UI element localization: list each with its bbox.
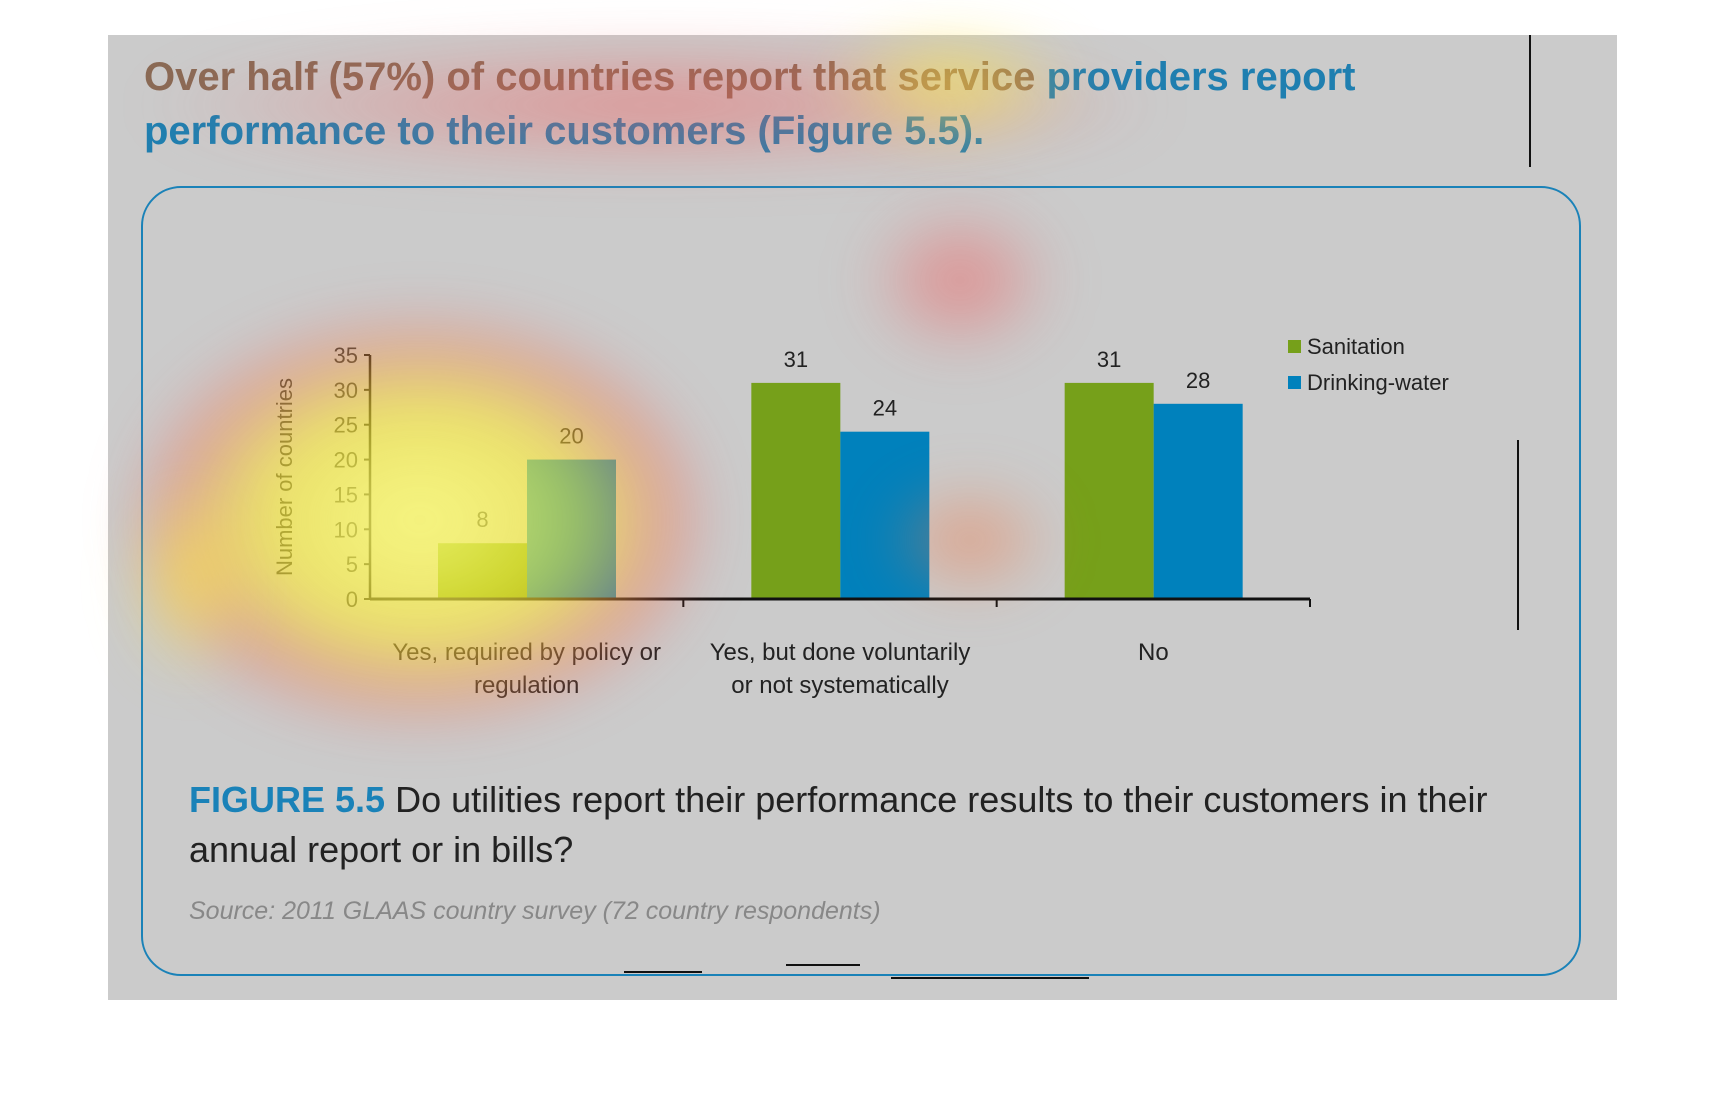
figure-caption-text: Do utilities report their performance re… bbox=[189, 779, 1488, 870]
bar-sanitation bbox=[751, 382, 841, 599]
y-tick-label: 20 bbox=[334, 448, 358, 473]
category-label: Yes, but done voluntarily bbox=[710, 639, 971, 666]
y-tick-label: 5 bbox=[346, 552, 358, 577]
category-label: No bbox=[1138, 639, 1169, 666]
data-label: 31 bbox=[784, 347, 808, 372]
figure-label: FIGURE 5.5 bbox=[189, 779, 386, 820]
y-tick-label: 0 bbox=[346, 587, 358, 612]
figure-caption: FIGURE 5.5 Do utilities report their per… bbox=[189, 775, 1559, 875]
bar-drinking-water bbox=[840, 431, 930, 599]
figure-source: Source: 2011 GLAAS country survey (72 co… bbox=[189, 897, 881, 925]
category-label: or not systematically bbox=[731, 672, 948, 699]
data-label: 31 bbox=[1097, 347, 1121, 372]
data-label: 20 bbox=[559, 424, 583, 449]
y-axis-label: Number of countries bbox=[272, 378, 297, 576]
legend-swatch bbox=[1288, 376, 1301, 389]
bar-drinking-water bbox=[1153, 403, 1243, 599]
data-label: 28 bbox=[1186, 368, 1210, 393]
artifact-line bbox=[891, 977, 1089, 979]
bar-sanitation bbox=[438, 543, 527, 599]
data-label: 24 bbox=[873, 396, 897, 421]
y-tick-label: 10 bbox=[334, 517, 358, 542]
y-tick-label: 30 bbox=[334, 378, 358, 403]
legend-label: Sanitation bbox=[1307, 334, 1405, 359]
y-tick-label: 35 bbox=[334, 343, 358, 368]
artifact-line bbox=[1517, 440, 1519, 630]
bar-drinking-water bbox=[527, 459, 616, 599]
artifact-line bbox=[624, 971, 702, 973]
category-label: regulation bbox=[474, 672, 579, 699]
artifact-line bbox=[786, 964, 860, 966]
data-label: 8 bbox=[476, 507, 488, 532]
legend-swatch bbox=[1288, 340, 1301, 353]
category-label: Yes, required by policy or bbox=[392, 639, 661, 666]
y-tick-label: 25 bbox=[334, 413, 358, 438]
y-tick-label: 15 bbox=[334, 482, 358, 507]
legend-label: Drinking-water bbox=[1307, 370, 1449, 395]
artifact-line bbox=[1529, 35, 1531, 167]
bar-sanitation bbox=[1064, 382, 1154, 599]
